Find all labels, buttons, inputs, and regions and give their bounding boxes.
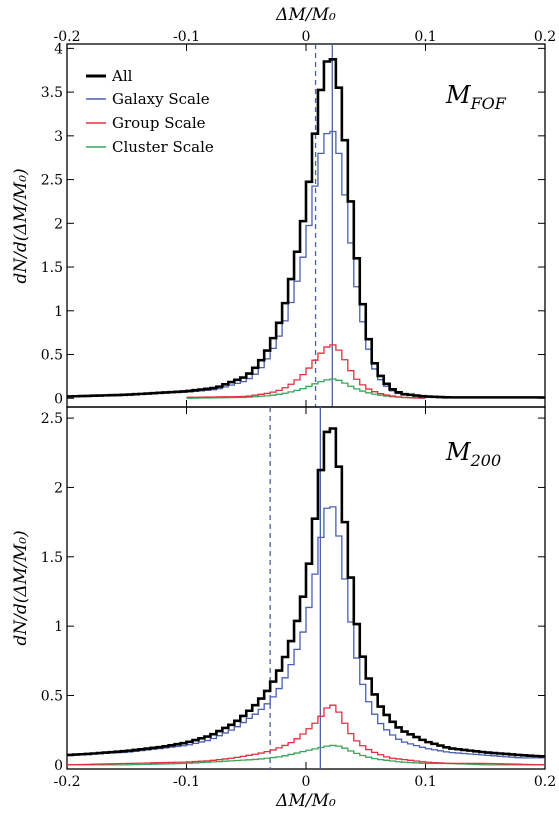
series-all-top (67, 58, 545, 399)
x-tick-label-bottom-3: 0.1 (414, 774, 436, 790)
x-axis-title-top: ΔM/M₀ (275, 5, 336, 25)
ticks-bottom: -0.2 -0.1 0 0.1 0.2 0 0.5 1 1.5 2 2.5 (41, 407, 556, 790)
series-galaxy-scale-bottom (67, 506, 545, 759)
series-group-scale-bottom (67, 704, 545, 766)
x-tick-label-top-0: -0.2 (54, 29, 81, 45)
panel-label-mfof-sub: FOF (470, 94, 507, 113)
y-tick-label-top-2: 1 (54, 304, 63, 320)
series-bottom (67, 427, 545, 766)
y-tick-label-top-5: 2.5 (41, 173, 63, 189)
x-tick-label-top-1: -0.1 (173, 29, 200, 45)
y-tick-label-bottom-0: 0 (54, 758, 63, 774)
panel-m200: -0.2 -0.1 0 0.1 0.2 0 0.5 1 1.5 2 2.5 ΔM/M₀ dN/d(Δ… (11, 406, 556, 811)
y-tick-label-top-6: 3 (54, 129, 63, 145)
legend: All Galaxy Scale Group Scale Cluster Sca… (86, 67, 214, 156)
y-tick-label-bottom-3: 1.5 (41, 550, 63, 566)
series-cluster-scale-top (186, 378, 426, 399)
series-top (67, 58, 545, 399)
panel-label-mfof: MFOF (445, 81, 507, 113)
legend-label-galaxy: Galaxy Scale (112, 90, 210, 108)
y-tick-label-top-0: 0 (54, 391, 63, 407)
y-tick-label-top-1: 0.5 (41, 348, 63, 364)
y-axis-title-top: dN/d(ΔM/M₀) (11, 168, 31, 283)
x-tick-label-bottom-1: -0.1 (173, 774, 200, 790)
x-tick-label-bottom-4: 0.2 (534, 774, 556, 790)
series-galaxy-scale-top (67, 130, 545, 399)
panel-label-m200-sub: 200 (470, 451, 502, 470)
y-tick-label-top-4: 2 (54, 216, 63, 232)
panel-label-m200: M200 (445, 438, 501, 470)
panel-label-m200-main: M (445, 438, 472, 466)
series-group-scale-top (186, 344, 426, 399)
y-tick-label-bottom-2: 1 (54, 619, 63, 635)
y-tick-label-bottom-1: 0.5 (41, 688, 63, 704)
y-tick-label-top-3: 1.5 (41, 260, 63, 276)
x-tick-label-top-4: 0.2 (534, 29, 556, 45)
y-tick-label-top-8: 4 (54, 41, 63, 57)
panel-mfof: -0.2 -0.1 0 0.1 0.2 0 0.5 1 1.5 2 2.5 3 3.5 4 ΔM/M₀ d… (11, 5, 556, 408)
legend-label-cluster: Cluster Scale (112, 138, 214, 156)
y-tick-label-bottom-5: 2.5 (41, 411, 63, 427)
ticks-top: -0.2 -0.1 0 0.1 0.2 0 0.5 1 1.5 2 2.5 3 3.5 4 (41, 29, 556, 407)
y-tick-label-top-7: 3.5 (41, 85, 63, 101)
x-tick-label-bottom-2: 0 (302, 774, 311, 790)
x-tick-label-top-3: 0.1 (414, 29, 436, 45)
y-axis-title-bottom: dN/d(ΔM/M₀) (11, 530, 31, 645)
x-tick-label-bottom-0: -0.2 (54, 774, 81, 790)
x-tick-label-top-2: 0 (302, 29, 311, 45)
legend-label-group: Group Scale (112, 114, 206, 132)
legend-label-all: All (111, 67, 133, 85)
y-tick-label-bottom-4: 2 (54, 480, 63, 496)
vlines-bottom (269, 407, 321, 769)
x-axis-title-bottom: ΔM/M₀ (275, 791, 336, 811)
series-all-bottom (67, 427, 545, 758)
vlines-top (314, 44, 333, 407)
panel-label-mfof-main: M (445, 81, 472, 109)
